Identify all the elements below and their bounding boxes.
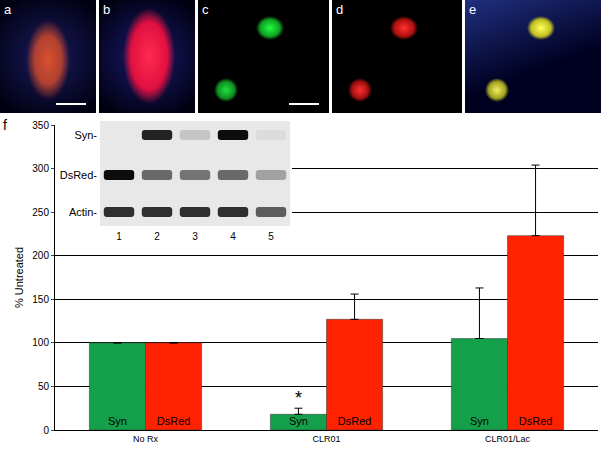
svg-text:200: 200 xyxy=(32,250,49,261)
svg-text:% Untreated: % Untreated xyxy=(13,247,25,308)
svg-text:250: 250 xyxy=(32,207,49,218)
svg-text:150: 150 xyxy=(32,294,49,305)
svg-text:2: 2 xyxy=(154,231,160,242)
svg-text:0: 0 xyxy=(43,425,49,436)
svg-text:No Rx: No Rx xyxy=(133,434,159,444)
svg-text:350: 350 xyxy=(32,120,49,131)
html-text:d: d xyxy=(336,2,344,17)
html-text:e: e xyxy=(469,2,477,17)
svg-text:*: * xyxy=(295,388,302,408)
svg-text:Actin-: Actin- xyxy=(69,206,97,218)
html-text:a: a xyxy=(4,2,12,17)
svg-text:Syn-: Syn- xyxy=(74,129,97,141)
svg-text:DsRed: DsRed xyxy=(519,415,553,427)
svg-text:Syn: Syn xyxy=(108,415,127,427)
svg-text:4: 4 xyxy=(230,231,236,242)
svg-text:1: 1 xyxy=(116,231,122,242)
svg-text:CLR01: CLR01 xyxy=(312,434,340,444)
html-text:f: f xyxy=(3,117,7,133)
svg-text:3: 3 xyxy=(192,231,198,242)
svg-text:CLR01/Lac: CLR01/Lac xyxy=(485,434,531,444)
svg-text:100: 100 xyxy=(32,337,49,348)
html-text:c: c xyxy=(202,2,209,17)
html-text:b: b xyxy=(103,2,111,17)
svg-text:Syn: Syn xyxy=(289,415,308,427)
svg-text:Syn: Syn xyxy=(470,415,489,427)
svg-text:300: 300 xyxy=(32,163,49,174)
svg-text:DsRed: DsRed xyxy=(338,415,372,427)
svg-text:5: 5 xyxy=(268,231,274,242)
svg-text:50: 50 xyxy=(38,381,50,392)
svg-text:DsRed: DsRed xyxy=(157,415,191,427)
svg-text:DsRed-: DsRed- xyxy=(60,169,98,181)
